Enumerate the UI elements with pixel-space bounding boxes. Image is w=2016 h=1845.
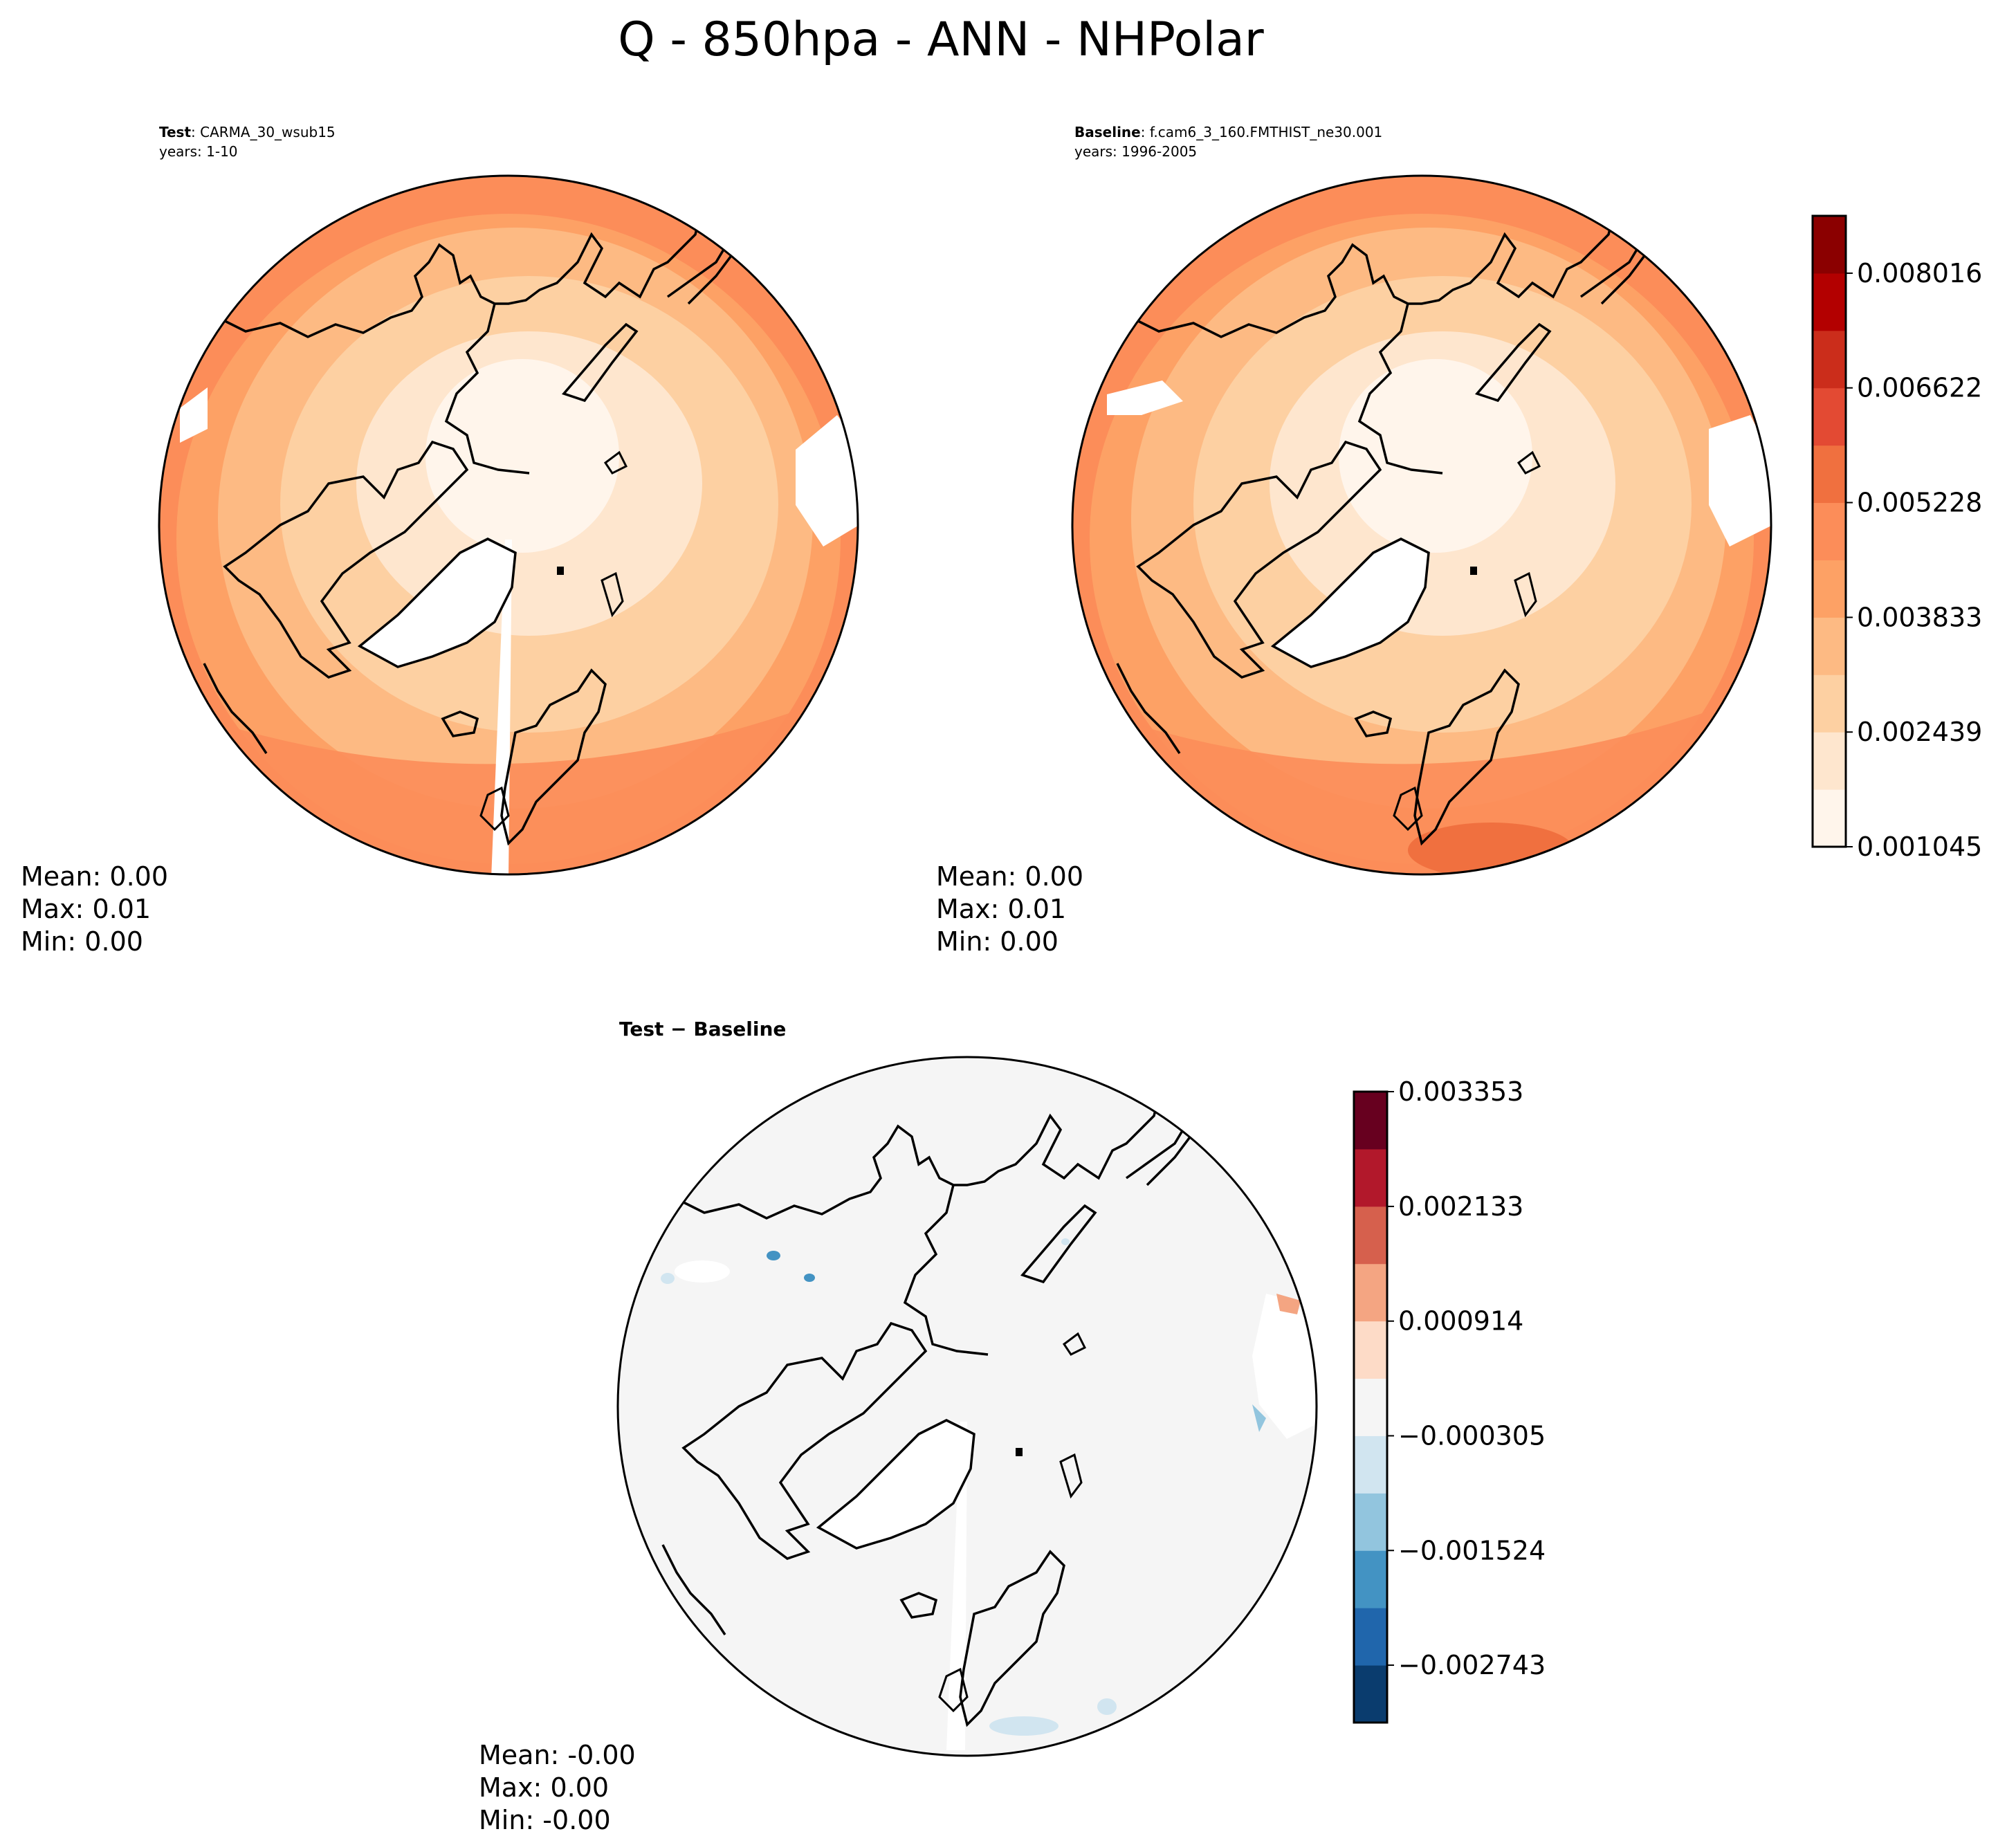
colorbar-abs-swatch-3 [1813,617,1846,675]
baseline-stat-max: Max: 0.01 [936,894,1066,924]
panel-diff: Test − Baseline Mean: -0.00 Max: 0.00 Mi… [479,1018,1318,1835]
colorbar-diff-swatch-5 [1354,1378,1387,1436]
baseline-label-text: : f.cam6_3_160.FMTHIST_ne30.001 [1141,124,1383,140]
baseline-stat-min: Min: 0.00 [936,926,1059,957]
colorbar-diff-swatch-7 [1354,1263,1387,1322]
colorbar-abs-swatch-9 [1813,273,1846,331]
colorbar-diff-tick-label: 0.000914 [1398,1306,1523,1337]
colorbar-abs-tick-label: 0.001045 [1857,832,1982,862]
figure-title: Q - 850hpa - ANN - NHPolar [618,12,1264,67]
colorbar-diff-swatch-4 [1354,1435,1387,1494]
colorbar-abs-tick-label: 0.002439 [1857,717,1982,747]
colorbar-abs-swatch-6 [1813,445,1846,504]
baseline-map [1072,176,1771,874]
test-label-bold: Test [159,124,191,140]
diff-stat-min: Min: -0.00 [479,1805,611,1835]
colorbar-diff-swatch-0 [1354,1665,1387,1723]
diff-stat-mean: Mean: -0.00 [479,1740,636,1770]
test-stat-max: Max: 0.01 [21,894,151,924]
colorbar-abs-swatch-7 [1813,387,1846,446]
test-ice-white [180,387,858,874]
diff-anomalies [661,1238,1314,1750]
colorbar-abs-tick-label: 0.008016 [1857,258,1982,288]
colorbar-abs-swatch-4 [1813,560,1846,618]
test-stat-min: Min: 0.00 [21,926,143,957]
baseline-label: Baseline: f.cam6_3_160.FMTHIST_ne30.001 [1074,124,1382,140]
colorbar-diff-tick-label: −0.001524 [1398,1535,1546,1566]
colorbar-diff-tick-label: −0.000305 [1398,1420,1546,1451]
colorbar-diff-tick-label: 0.002133 [1398,1191,1523,1222]
colorbar-abs-tick-label: 0.006622 [1857,373,1982,403]
colorbar-abs-swatch-0 [1813,789,1846,847]
colorbar-abs-tick-label: 0.003833 [1857,602,1982,632]
colorbar-abs-swatch-1 [1813,732,1846,790]
colorbar-diff-swatch-6 [1354,1321,1387,1379]
test-map-frame [158,174,859,876]
colorbar-abs-swatch-10 [1813,216,1846,274]
diff-map-frame [616,1056,1318,1757]
baseline-stat-mean: Mean: 0.00 [936,861,1083,892]
test-label: Test: CARMA_30_wsub15 [159,124,336,140]
colorbar-diff-swatch-9 [1354,1148,1387,1207]
baseline-map-frame [1071,174,1772,876]
colorbar-diff-swatch-8 [1354,1206,1387,1265]
colorbar-abs-frame [1811,214,1847,848]
colorbar-diff-swatch-10 [1354,1092,1387,1150]
contour-band-4 [1339,359,1532,553]
colorbar-diff-tick-label: 0.003353 [1398,1076,1523,1107]
colorbar-diff-swatch-2 [1354,1550,1387,1608]
baseline-years: years: 1996-2005 [1074,143,1197,160]
colorbar-abs-tick-label: 0.005228 [1857,487,1982,517]
colorbar-abs-swatch-5 [1813,502,1846,560]
colorbar-abs: 0.008016 0.006622 0.005228 0.003833 0.002439… [1811,214,1982,862]
baseline-label-bold: Baseline [1074,124,1141,140]
test-stat-mean: Mean: 0.00 [21,861,168,892]
colorbar-abs-swatch-2 [1813,674,1846,733]
colorbar-diff-frame [1353,1090,1389,1724]
test-years: years: 1-10 [159,143,238,160]
test-label-text: : CARMA_30_wsub15 [191,124,336,140]
diff-label: Test − Baseline [619,1018,786,1040]
colorbar-diff-tick-label: −0.002743 [1398,1650,1546,1680]
diff-map-bg [618,1057,1317,1756]
colorbar-abs-swatch-8 [1813,330,1846,389]
colorbar-diff-swatch-3 [1354,1493,1387,1551]
colorbar-diff-swatch-1 [1354,1608,1387,1666]
contour-band-4 [425,359,619,553]
panel-baseline: Baseline: f.cam6_3_160.FMTHIST_ne30.001 … [936,124,1772,957]
panel-test: Test: CARMA_30_wsub15 years: 1-10 Mean: … [21,124,859,957]
diff-map [618,1057,1317,1756]
colorbar-diff: 0.003353 0.002133 0.000914 −0.000305 −0.0015… [1353,1076,1546,1724]
baseline-ice-white [1107,380,1771,547]
diff-stat-max: Max: 0.00 [479,1772,609,1803]
